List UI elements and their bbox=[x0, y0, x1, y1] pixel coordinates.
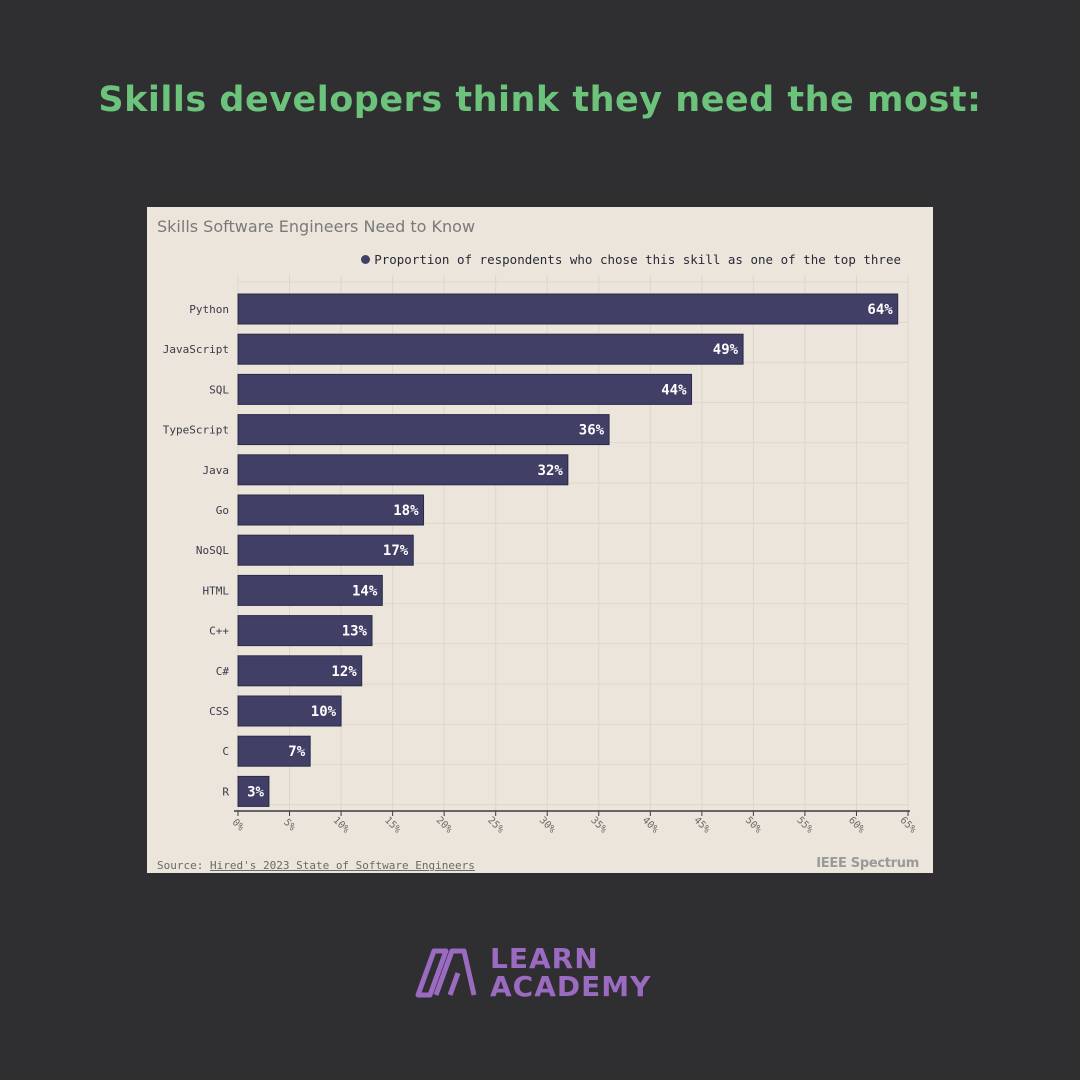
bar bbox=[237, 494, 425, 526]
learn-academy-mark-icon bbox=[415, 948, 477, 998]
legend-label: Proportion of respondents who chose this… bbox=[374, 252, 901, 267]
category-label: HTML bbox=[203, 584, 230, 597]
x-tick-label: 30% bbox=[537, 815, 558, 836]
bar-chart: Python 64% JavaScript 49% SQL 44% TypeScript 36… bbox=[163, 275, 918, 836]
chart-card: Skills Software Engineers Need to Know P… bbox=[147, 207, 933, 873]
bar bbox=[237, 735, 311, 767]
brand-logo: IEEE Spectrum bbox=[816, 856, 919, 871]
category-label: SQL bbox=[209, 383, 229, 396]
category-label: Python bbox=[189, 303, 229, 316]
bar bbox=[237, 615, 373, 647]
bar bbox=[237, 414, 610, 446]
x-tick-label: 15% bbox=[382, 815, 403, 836]
x-tick-label: 25% bbox=[485, 815, 506, 836]
value-label: 18% bbox=[393, 503, 419, 519]
source-line: Source: Hired's 2023 State of Software E… bbox=[157, 859, 475, 872]
bar bbox=[237, 454, 569, 486]
bar bbox=[237, 293, 899, 325]
value-label: 36% bbox=[579, 423, 605, 439]
x-tick-label: 50% bbox=[743, 815, 764, 836]
bar bbox=[237, 333, 744, 365]
value-label: 7% bbox=[288, 744, 305, 760]
bar bbox=[237, 775, 270, 807]
x-tick-label: 60% bbox=[846, 815, 867, 836]
bar bbox=[237, 534, 414, 566]
x-tick-label: 35% bbox=[588, 815, 609, 836]
x-tick-label: 65% bbox=[897, 815, 918, 836]
value-label: 14% bbox=[352, 583, 378, 599]
value-label: 44% bbox=[661, 382, 687, 398]
category-label: R bbox=[222, 785, 229, 798]
value-label: 17% bbox=[383, 543, 409, 559]
category-label: Go bbox=[216, 504, 229, 517]
x-tick-label: 10% bbox=[331, 815, 352, 836]
x-tick-label: 55% bbox=[794, 815, 815, 836]
value-label: 3% bbox=[247, 784, 264, 800]
chart-title: Skills Software Engineers Need to Know bbox=[157, 217, 476, 236]
bar bbox=[237, 695, 342, 727]
bar bbox=[237, 655, 363, 687]
category-label: Java bbox=[203, 464, 230, 477]
value-label: 13% bbox=[342, 624, 368, 640]
category-label: C++ bbox=[209, 625, 229, 638]
value-label: 49% bbox=[713, 342, 739, 358]
value-label: 32% bbox=[538, 463, 564, 479]
category-label: NoSQL bbox=[196, 544, 229, 557]
x-tick-label: 45% bbox=[691, 815, 712, 836]
x-tick-label: 40% bbox=[640, 815, 661, 836]
legend: Proportion of respondents who chose this… bbox=[361, 252, 901, 267]
value-label: 10% bbox=[311, 704, 337, 720]
bar bbox=[237, 373, 693, 405]
legend-dot-icon bbox=[361, 255, 371, 264]
source-link[interactable]: Hired's 2023 State of Software Engineers bbox=[209, 859, 475, 872]
category-label: C# bbox=[216, 665, 230, 678]
category-label: TypeScript bbox=[163, 424, 229, 437]
value-label: 12% bbox=[331, 664, 357, 680]
x-tick-label: 0% bbox=[230, 817, 246, 833]
logo-line-learn: LEARN bbox=[490, 942, 599, 975]
category-label: C bbox=[222, 745, 229, 758]
value-label: 64% bbox=[867, 302, 893, 318]
x-tick-label: 5% bbox=[281, 817, 297, 833]
headline: Skills developers think they need the mo… bbox=[98, 80, 982, 120]
x-tick-label: 20% bbox=[434, 815, 455, 836]
source-prefix: Source: bbox=[157, 859, 204, 872]
category-label: JavaScript bbox=[163, 343, 229, 356]
category-label: CSS bbox=[209, 705, 229, 718]
logo-wordmark: LEARN ACADEMY bbox=[490, 945, 651, 1001]
bar bbox=[237, 574, 383, 606]
learn-academy-logo: LEARN ACADEMY bbox=[412, 943, 672, 1003]
logo-line-academy: ACADEMY bbox=[490, 970, 652, 1003]
